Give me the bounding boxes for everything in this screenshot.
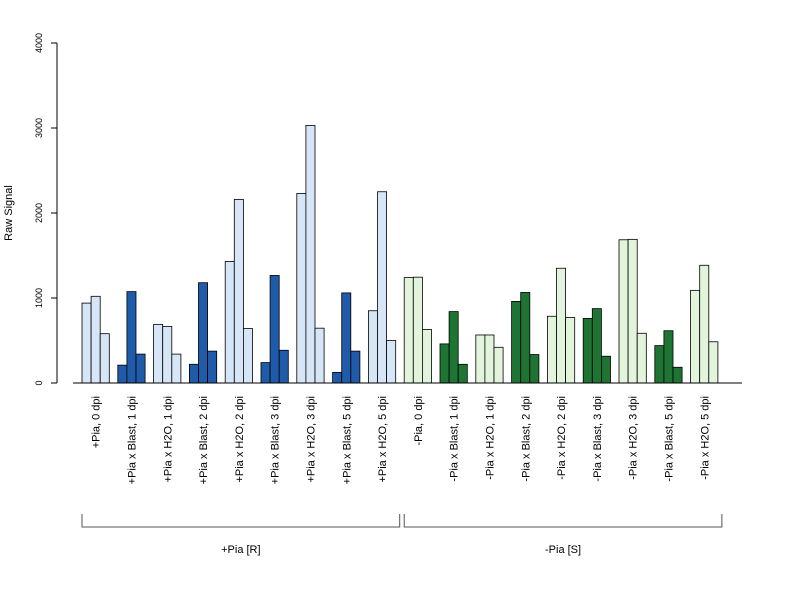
x-tick-label: -Pia x H2O, 1 dpi	[484, 396, 496, 480]
bar	[565, 317, 576, 384]
bar	[591, 308, 602, 384]
bar	[90, 295, 101, 384]
bar	[493, 346, 504, 384]
bar	[448, 311, 459, 384]
bar	[171, 353, 182, 384]
bar	[618, 239, 629, 384]
bar	[153, 323, 164, 384]
bar	[305, 125, 316, 384]
bar	[520, 292, 531, 384]
bar	[162, 326, 173, 384]
x-tick-label: +Pia x Blast, 3 dpi	[270, 396, 282, 484]
x-tick-label: +Pia x H2O, 2 dpi	[234, 396, 246, 483]
bar	[457, 363, 468, 384]
bar	[99, 333, 110, 384]
bar	[529, 354, 540, 384]
bar	[367, 310, 378, 384]
bar	[135, 353, 146, 384]
bar	[377, 191, 388, 384]
y-tick-label: 3000	[34, 118, 44, 138]
x-tick-label: -Pia x Blast, 3 dpi	[592, 396, 604, 482]
x-tick-label: +Pia x H2O, 3 dpi	[305, 396, 317, 483]
bar	[421, 329, 432, 384]
group-brackets: +Pia [R] -Pia [S]	[81, 514, 723, 556]
group-label: +Pia [R]	[221, 544, 260, 556]
bar	[314, 327, 325, 384]
group-bracket	[403, 514, 723, 528]
x-tick-label: +Pia x Blast, 1 dpi	[126, 396, 138, 484]
bar	[403, 277, 414, 384]
bar	[654, 345, 665, 384]
x-tick-label: -Pia x Blast, 2 dpi	[520, 396, 532, 482]
bar	[511, 300, 522, 384]
bar	[699, 264, 710, 384]
bar	[233, 198, 244, 384]
bar	[547, 315, 557, 384]
bar	[556, 267, 567, 384]
bar	[663, 330, 674, 384]
bar	[350, 350, 361, 384]
x-tick-label: +Pia x H2O, 1 dpi	[162, 396, 174, 483]
bar	[224, 261, 235, 384]
bar	[636, 332, 647, 384]
bar	[672, 366, 683, 384]
y-axis: 0 1000 2000 3000 4000	[34, 33, 58, 386]
x-tick-label: -Pia x Blast, 1 dpi	[449, 396, 461, 482]
bar	[126, 291, 137, 384]
x-tick-label: -Pia x Blast, 5 dpi	[663, 396, 675, 482]
bar	[341, 292, 352, 384]
x-tick-label: +Pia x H2O, 5 dpi	[377, 396, 389, 483]
x-tick-label: +Pia, 0 dpi	[91, 396, 103, 448]
x-tick-label: -Pia x H2O, 5 dpi	[699, 396, 711, 480]
x-tick-label: -Pia x H2O, 2 dpi	[556, 396, 568, 480]
bar	[207, 350, 218, 384]
x-tick-label: +Pia x Blast, 5 dpi	[341, 396, 353, 484]
bar	[582, 317, 593, 384]
y-axis-label: Raw Signal	[3, 185, 15, 241]
group-bracket	[81, 514, 401, 528]
y-tick-label: 1000	[34, 288, 44, 308]
bar	[386, 340, 397, 384]
x-tick-label: -Pia x H2O, 3 dpi	[628, 396, 640, 480]
bars	[81, 125, 719, 384]
bar	[484, 334, 495, 384]
bar	[296, 193, 307, 384]
y-tick-label: 4000	[34, 33, 44, 53]
bar	[439, 343, 450, 384]
bar	[332, 371, 343, 384]
bar	[708, 341, 719, 384]
bar	[627, 238, 638, 384]
bar	[601, 355, 611, 384]
x-tick-labels: +Pia, 0 dpi +Pia x Blast, 1 dpi +Pia x H2O…	[91, 396, 712, 484]
bar	[269, 275, 280, 384]
bar	[475, 334, 486, 384]
bar	[198, 282, 209, 384]
bar	[188, 363, 199, 384]
x-tick-label: -Pia, 0 dpi	[413, 396, 425, 446]
bar	[412, 276, 423, 384]
bar	[260, 362, 271, 384]
bar	[117, 364, 128, 384]
y-tick-label: 0	[34, 380, 44, 385]
bar	[278, 349, 289, 384]
x-tick-label: +Pia x Blast, 2 dpi	[198, 396, 210, 484]
bar	[81, 302, 92, 384]
bar	[690, 289, 701, 384]
y-tick-label: 2000	[34, 203, 44, 223]
group-label: -Pia [S]	[545, 544, 581, 556]
bar	[242, 328, 253, 384]
